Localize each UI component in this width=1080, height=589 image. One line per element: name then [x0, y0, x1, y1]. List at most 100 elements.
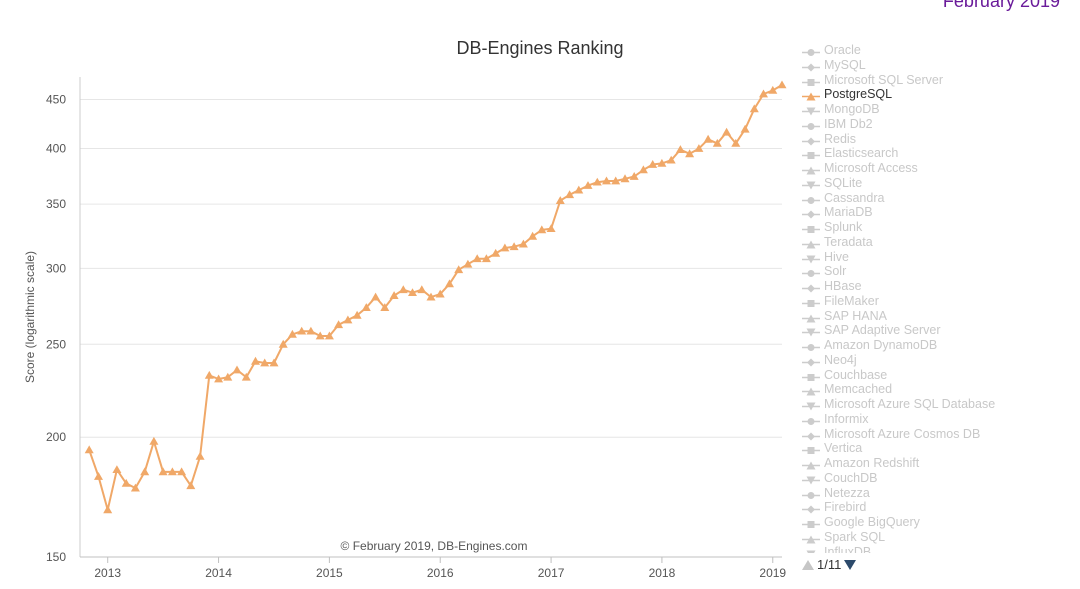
data-point-2012-12[interactable] — [94, 472, 103, 480]
data-point-2017-07[interactable] — [602, 176, 611, 185]
legend-item-teradata[interactable]: Teradata — [802, 235, 1072, 250]
data-point-2018-07[interactable] — [712, 138, 722, 147]
legend-item-netezza[interactable]: Netezza — [802, 486, 1072, 501]
data-point-2015-08[interactable] — [389, 291, 399, 299]
data-point-2018-11[interactable] — [749, 104, 759, 113]
data-point-2014-08[interactable] — [278, 339, 288, 348]
legend-item-solr[interactable]: Solr — [802, 264, 1072, 279]
data-point-2015-12[interactable] — [426, 292, 436, 301]
data-point-2014-09[interactable] — [287, 329, 297, 338]
data-point-2015-06[interactable] — [371, 292, 381, 301]
data-point-2016-12[interactable] — [537, 225, 547, 234]
legend-item-amazon-redshift[interactable]: Amazon Redshift — [802, 456, 1072, 471]
data-point-2015-03[interactable] — [343, 315, 353, 324]
legend-item-cassandra[interactable]: Cassandra — [802, 191, 1072, 206]
data-point-2017-10[interactable] — [629, 172, 639, 180]
data-point-2017-08[interactable] — [611, 176, 621, 185]
data-point-2016-10[interactable] — [518, 239, 528, 248]
data-point-2016-07[interactable] — [491, 248, 501, 257]
data-point-2018-05[interactable] — [694, 144, 704, 152]
data-point-2016-05[interactable] — [472, 254, 482, 263]
data-point-2018-03[interactable] — [675, 145, 685, 153]
data-point-2016-01[interactable] — [435, 289, 445, 298]
legend-item-ibm-db2[interactable]: IBM Db2 — [802, 117, 1072, 132]
data-point-2014-11[interactable] — [306, 326, 316, 335]
data-point-2018-08[interactable] — [722, 127, 732, 136]
legend-item-google-bigquery[interactable]: Google BigQuery — [802, 515, 1072, 530]
data-point-2017-04[interactable] — [574, 185, 584, 194]
data-point-2018-01[interactable] — [657, 158, 667, 167]
data-point-2012-11[interactable] — [84, 445, 94, 454]
data-point-2013-10[interactable] — [186, 481, 196, 490]
legend-item-microsoft-azure-sql-database[interactable]: Microsoft Azure SQL Database — [802, 397, 1072, 412]
data-point-2017-02[interactable] — [555, 196, 565, 204]
data-point-2014-07[interactable] — [269, 358, 279, 367]
legend-item-redis[interactable]: Redis — [802, 132, 1072, 147]
legend-item-oracle[interactable]: Oracle — [802, 43, 1072, 58]
legend-item-mongodb[interactable]: MongoDB — [802, 102, 1072, 117]
legend-item-hive[interactable]: Hive — [802, 250, 1072, 265]
data-point-2014-10[interactable] — [297, 326, 307, 335]
legend-item-hbase[interactable]: HBase — [802, 279, 1072, 294]
legend-item-influxdb[interactable]: InfluxDB — [802, 545, 1072, 553]
data-point-2016-04[interactable] — [463, 259, 473, 268]
legend-item-splunk[interactable]: Splunk — [802, 220, 1072, 235]
data-point-2014-04[interactable] — [241, 372, 251, 381]
data-point-2014-12[interactable] — [315, 331, 325, 340]
data-point-2017-01[interactable] — [546, 224, 556, 232]
data-point-2013-11[interactable] — [195, 451, 205, 460]
data-point-2015-05[interactable] — [361, 303, 371, 311]
data-point-2013-08[interactable] — [167, 467, 177, 476]
data-point-2014-02[interactable] — [223, 372, 233, 381]
data-point-2014-06[interactable] — [260, 358, 270, 367]
legend-item-firebird[interactable]: Firebird — [802, 500, 1072, 515]
data-point-2015-10[interactable] — [408, 288, 417, 296]
data-point-2017-12[interactable] — [648, 160, 658, 168]
data-point-2014-03[interactable] — [232, 365, 242, 374]
data-point-2018-02[interactable] — [666, 155, 676, 164]
legend-item-memcached[interactable]: Memcached — [802, 382, 1072, 397]
data-point-2015-11[interactable] — [417, 285, 427, 294]
legend-item-sap-hana[interactable]: SAP HANA — [802, 309, 1072, 324]
data-point-2017-03[interactable] — [565, 190, 575, 199]
data-point-2015-07[interactable] — [380, 303, 390, 311]
data-point-2019-02[interactable] — [777, 80, 787, 89]
legend-item-elasticsearch[interactable]: Elasticsearch — [802, 146, 1072, 161]
legend-item-spark-sql[interactable]: Spark SQL — [802, 530, 1072, 545]
data-point-2013-05[interactable] — [140, 467, 150, 476]
data-point-2018-06[interactable] — [703, 134, 713, 143]
data-point-2018-04[interactable] — [685, 149, 695, 158]
data-point-2014-01[interactable] — [214, 374, 224, 383]
legend-item-filemaker[interactable]: FileMaker — [802, 294, 1072, 309]
data-point-2016-03[interactable] — [454, 265, 464, 274]
data-point-2014-05[interactable] — [251, 356, 260, 365]
legend-item-postgresql[interactable]: PostgreSQL — [802, 87, 1072, 102]
data-point-2016-02[interactable] — [445, 279, 454, 288]
legend-item-amazon-dynamodb[interactable]: Amazon DynamoDB — [802, 338, 1072, 353]
data-point-2015-04[interactable] — [352, 310, 362, 319]
data-point-2018-09[interactable] — [731, 138, 741, 147]
data-point-2017-11[interactable] — [638, 165, 648, 174]
data-point-2019-01[interactable] — [768, 85, 778, 94]
legend-item-vertica[interactable]: Vertica — [802, 441, 1072, 456]
data-point-2015-09[interactable] — [398, 285, 408, 294]
data-point-2013-09[interactable] — [177, 467, 187, 476]
data-point-2016-06[interactable] — [481, 254, 491, 263]
legend-item-couchbase[interactable]: Couchbase — [802, 368, 1072, 383]
data-point-2013-12[interactable] — [204, 370, 214, 379]
data-point-2018-10[interactable] — [740, 124, 750, 133]
legend-page-down-icon[interactable] — [844, 559, 857, 570]
legend-item-microsoft-access[interactable]: Microsoft Access — [802, 161, 1072, 176]
data-point-2018-12[interactable] — [759, 89, 768, 98]
legend-item-neo4j[interactable]: Neo4j — [802, 353, 1072, 368]
data-point-2016-11[interactable] — [528, 231, 538, 240]
legend-page-up-icon[interactable] — [802, 559, 814, 570]
data-point-2013-04[interactable] — [130, 483, 140, 492]
legend-item-microsoft-sql-server[interactable]: Microsoft SQL Server — [802, 73, 1072, 88]
legend-item-sap-adaptive-server[interactable]: SAP Adaptive Server — [802, 323, 1072, 338]
data-point-2013-03[interactable] — [121, 478, 131, 487]
data-point-2016-09[interactable] — [509, 242, 519, 251]
legend-item-informix[interactable]: Informix — [802, 412, 1072, 427]
data-point-2016-08[interactable] — [500, 243, 510, 252]
data-point-2017-09[interactable] — [620, 174, 630, 183]
